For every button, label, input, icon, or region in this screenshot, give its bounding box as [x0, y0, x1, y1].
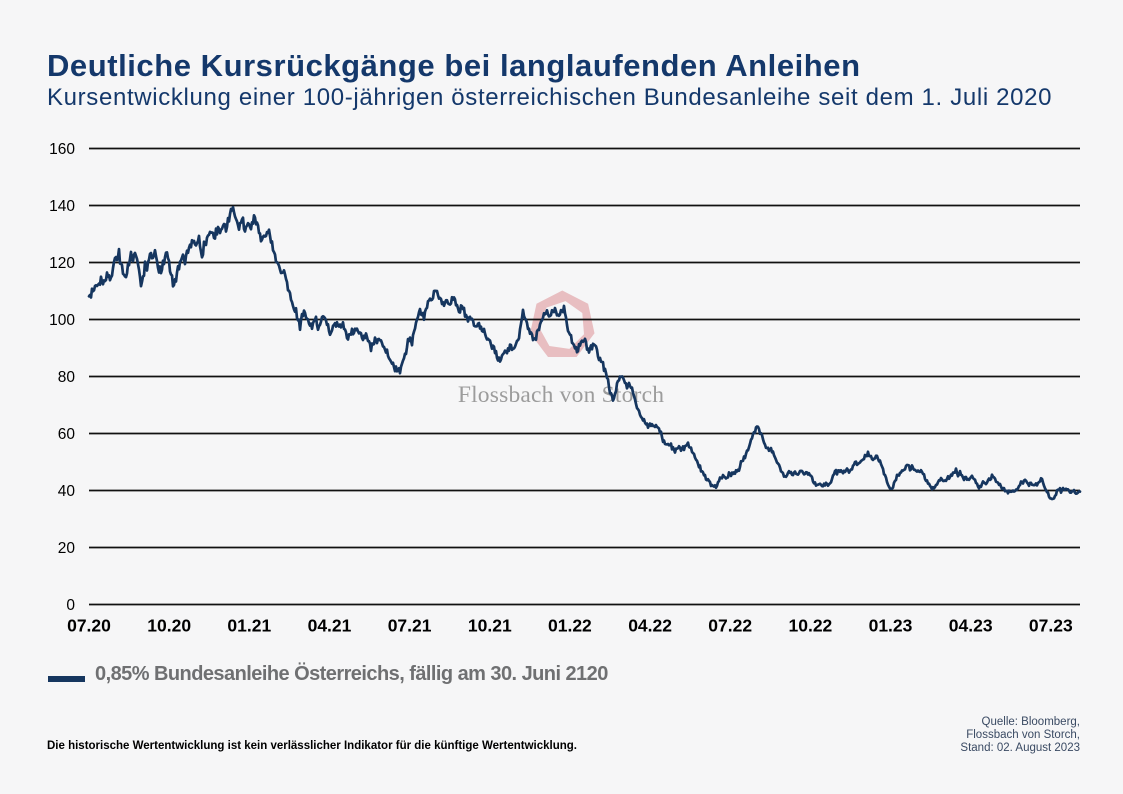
- svg-text:10.22: 10.22: [789, 616, 833, 636]
- svg-text:10.20: 10.20: [147, 616, 191, 636]
- svg-text:07.23: 07.23: [1029, 616, 1073, 636]
- svg-text:07.22: 07.22: [708, 616, 752, 636]
- svg-text:07.21: 07.21: [388, 616, 432, 636]
- svg-text:01.22: 01.22: [548, 616, 592, 636]
- svg-text:140: 140: [49, 198, 75, 215]
- svg-text:60: 60: [58, 426, 76, 443]
- svg-text:04.21: 04.21: [308, 616, 352, 636]
- svg-text:07.20: 07.20: [67, 616, 111, 636]
- svg-text:04.22: 04.22: [628, 616, 672, 636]
- svg-text:120: 120: [49, 255, 75, 272]
- svg-text:40: 40: [58, 483, 76, 500]
- svg-text:100: 100: [49, 312, 75, 329]
- svg-text:01.23: 01.23: [869, 616, 913, 636]
- svg-text:80: 80: [58, 369, 76, 386]
- svg-text:01.21: 01.21: [227, 616, 271, 636]
- svg-text:04.23: 04.23: [949, 616, 993, 636]
- svg-text:10.21: 10.21: [468, 616, 512, 636]
- svg-text:160: 160: [49, 141, 75, 158]
- svg-text:0: 0: [66, 597, 75, 614]
- svg-text:20: 20: [58, 540, 76, 557]
